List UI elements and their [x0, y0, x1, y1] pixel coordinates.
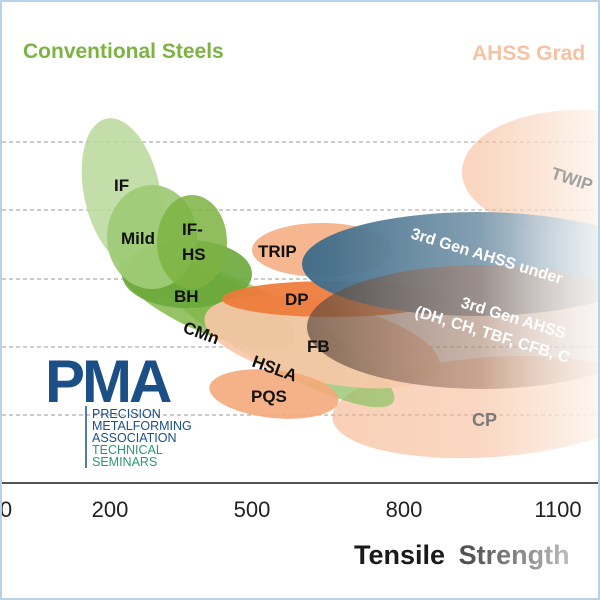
fade-overlay: [332, 2, 598, 482]
label-pqs: PQS: [251, 387, 287, 406]
legend-conventional-steels: Conventional Steels: [23, 40, 224, 63]
x-axis-title-b: Strength: [459, 540, 570, 570]
pma-logo: PMA PRECISION METALFORMING ASSOCIATION T…: [45, 348, 192, 469]
label-bh: BH: [174, 287, 199, 306]
x-axis-title-a: Tensile: [354, 540, 445, 570]
x-tick-label: 800: [386, 497, 423, 522]
region-pqs: [209, 369, 339, 419]
label-trip: TRIP: [258, 242, 297, 261]
label-dp: DP: [285, 290, 309, 309]
x-axis-ticks: 0 200 500 800 1100: [2, 497, 582, 522]
x-axis-title: Tensile Strength: [354, 540, 570, 570]
logo-line-3: ASSOCIATION: [92, 431, 177, 445]
label-ifhs-line1: IF-: [182, 220, 203, 239]
label-if: IF: [114, 176, 129, 195]
label-fb: FB: [307, 337, 330, 356]
x-tick-label: 500: [234, 497, 271, 522]
legend-ahss-grades: AHSS Grad: [472, 42, 585, 65]
logo-line-2: METALFORMING: [92, 419, 192, 433]
label-mild: Mild: [121, 229, 155, 248]
label-cp: CP: [472, 410, 497, 430]
x-tick-label: 1100: [534, 497, 581, 522]
region-ifhs: [157, 195, 227, 289]
logo-line-1: PRECISION: [92, 407, 161, 421]
logo-line-5: SEMINARS: [92, 455, 157, 469]
logo-line-4: TECHNICAL: [92, 443, 163, 457]
x-tick-label: 0: [2, 497, 12, 522]
logo-mark: PMA: [45, 348, 171, 415]
label-ifhs-line2: HS: [182, 245, 206, 264]
x-tick-label: 200: [92, 497, 129, 522]
